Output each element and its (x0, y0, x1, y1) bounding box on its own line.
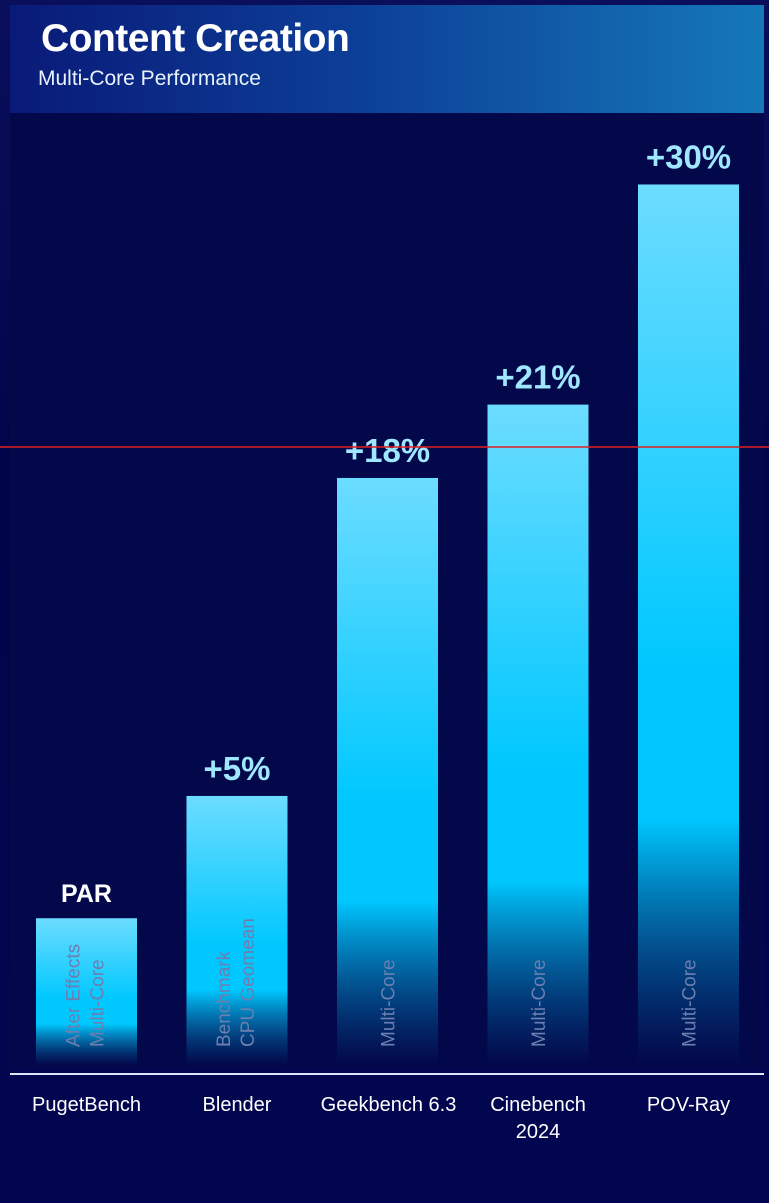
bar-sublabel-1: After Effects Multi-Core (64, 944, 109, 1047)
x-tick-label-1: PugetBench (32, 1094, 141, 1116)
bar-sublabel-4: Multi-Core (529, 959, 550, 1047)
data-label-2: +5% (204, 750, 271, 787)
page-subtitle: Multi-Core Performance (38, 67, 261, 90)
page-title: Content Creation (41, 17, 350, 60)
x-tick-label-5: POV-Ray (646, 1094, 731, 1116)
bar-2 (186, 795, 288, 1065)
x-tick-label-3: Geekbench 6.3 (320, 1094, 457, 1116)
header-banner: Content Creation Multi-Core Performance (10, 5, 764, 113)
bar-1 (36, 918, 137, 1065)
data-label-5: +30% (646, 138, 731, 175)
bar-sublabel-3: Multi-Core (379, 959, 400, 1047)
data-label-4: +21% (495, 359, 580, 396)
x-tick-label-4: Cinebench 2024 (490, 1094, 586, 1143)
bar-5 (638, 184, 739, 1065)
x-axis-line (10, 1073, 764, 1075)
x-tick-label-2: Blender (202, 1094, 272, 1116)
bar-4 (487, 404, 589, 1065)
bar-3 (337, 477, 438, 1065)
bar-sublabel-5: Multi-Core (680, 959, 701, 1047)
bar-sublabel-2: Benchmark CPU Geomean (214, 918, 259, 1047)
data-label-3: +18% (345, 432, 430, 469)
data-label-1: PAR (61, 880, 112, 908)
